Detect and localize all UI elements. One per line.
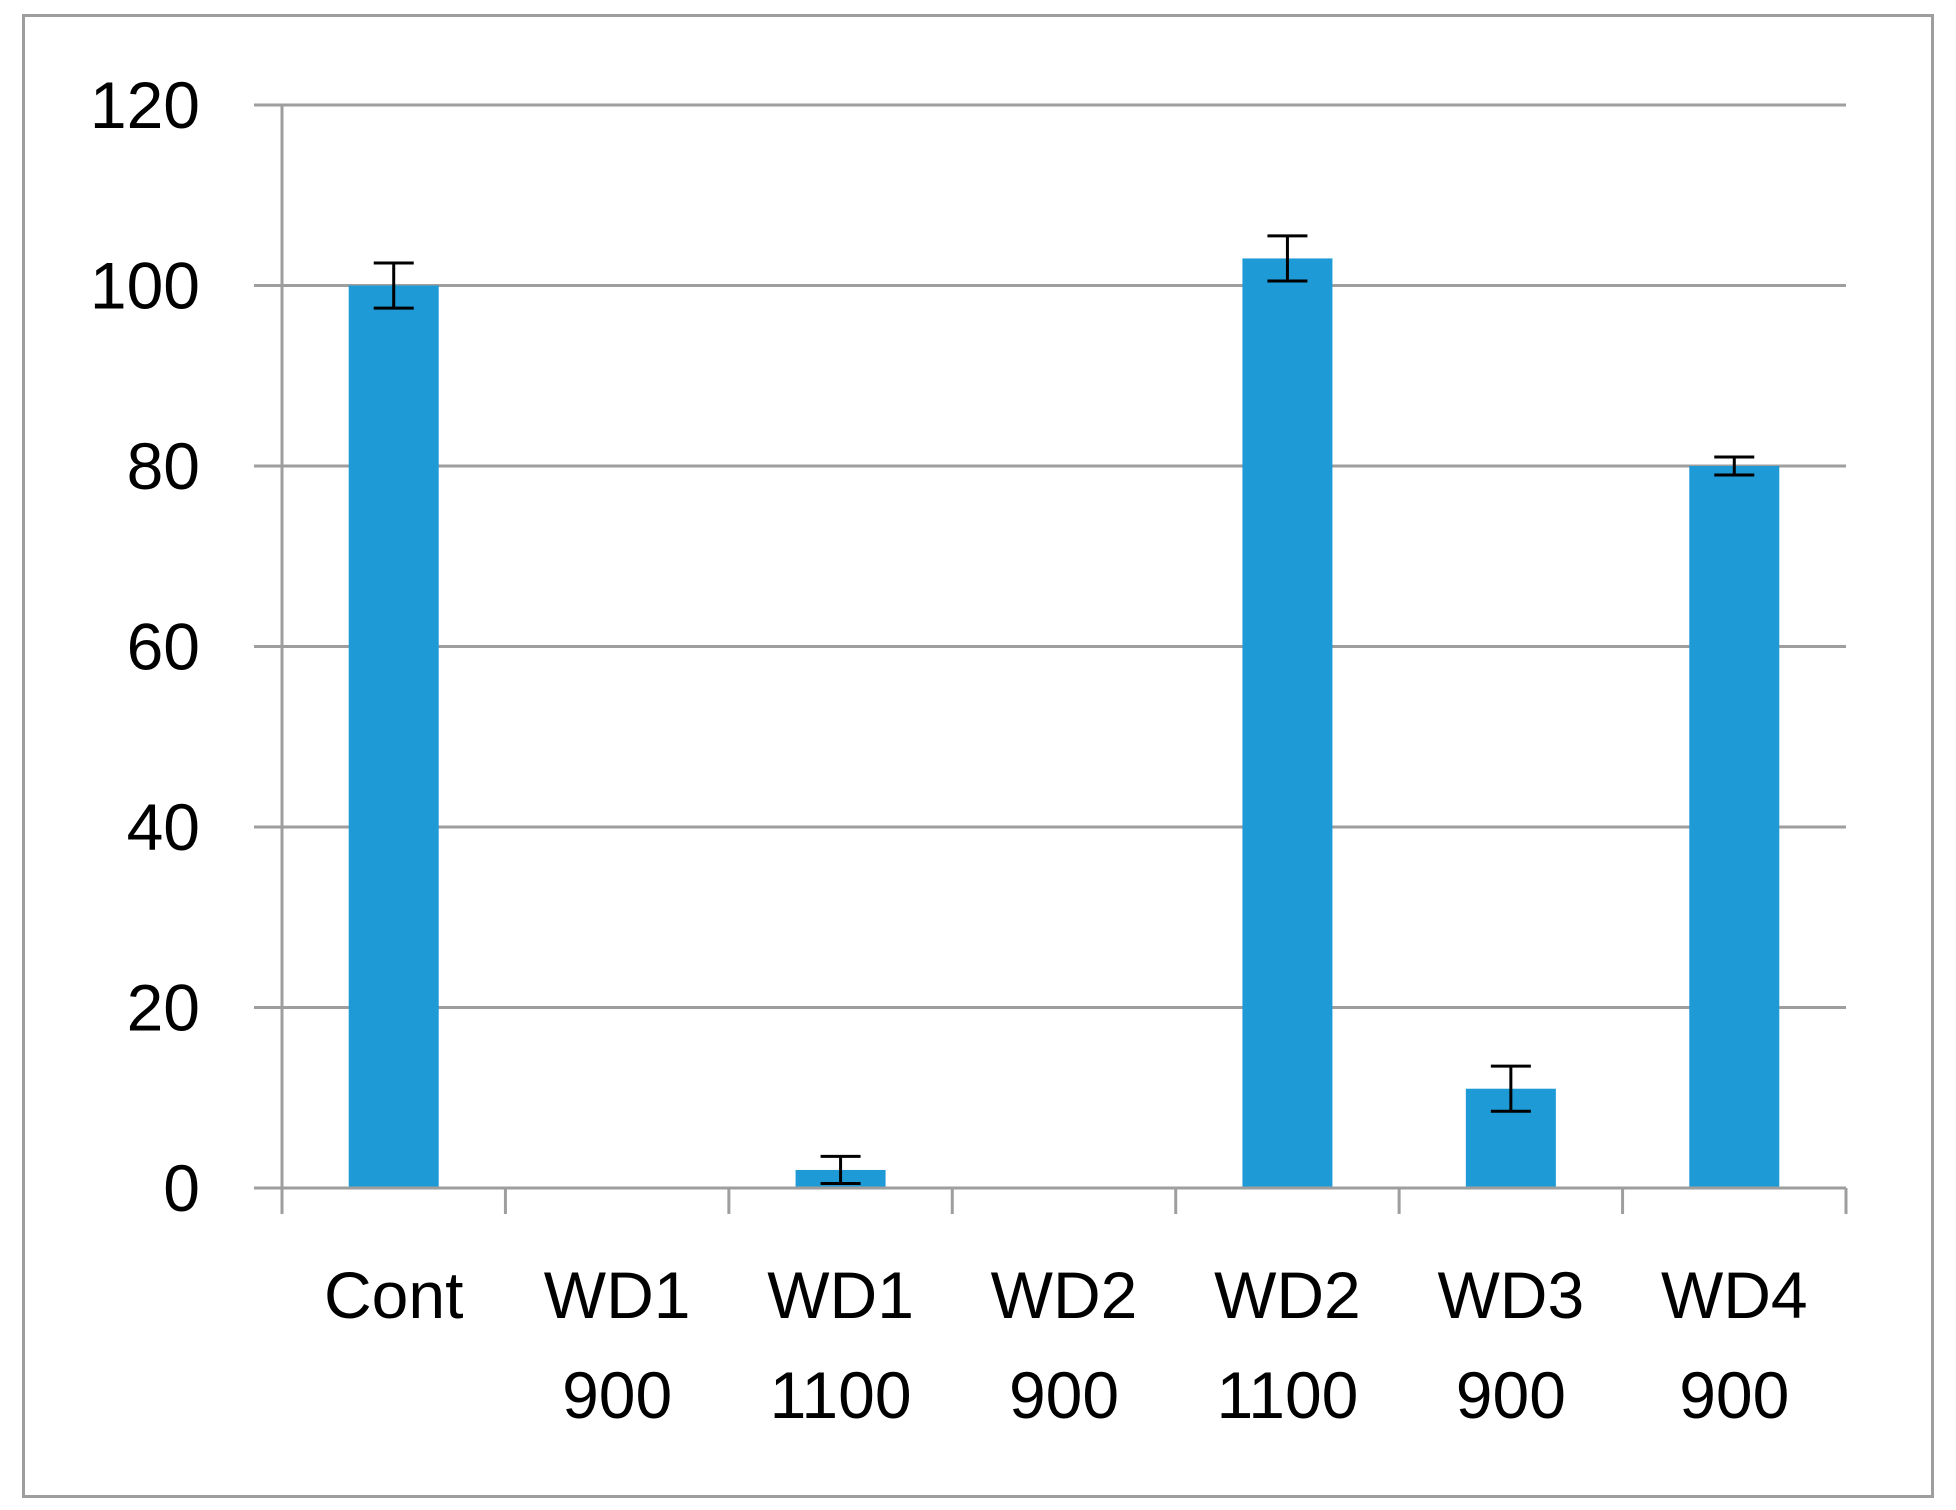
x-tick-label: 900 [1456,1358,1566,1432]
y-tick-label: 100 [90,249,200,323]
x-tick-label: Cont [324,1258,463,1332]
x-tick-label: WD2 [1214,1258,1361,1332]
chart-frame [22,14,1934,1498]
x-tick-label: WD1 [544,1258,691,1332]
x-tick-label: WD3 [1438,1258,1585,1332]
y-tick-label: 40 [127,790,200,864]
y-tick-label: 120 [90,68,200,142]
x-tick-label: 1100 [1216,1358,1358,1432]
x-tick-label: 900 [1009,1358,1119,1432]
x-tick-label: WD4 [1661,1258,1808,1332]
x-tick-label: 1100 [770,1358,912,1432]
bar [1242,258,1333,1188]
x-tick-label: 900 [562,1358,672,1432]
y-tick-label: 60 [127,610,200,684]
bar [1689,466,1780,1188]
bar [348,285,439,1188]
y-tick-label: 80 [127,429,200,503]
y-tick-label: 20 [127,971,200,1045]
x-tick-label: 900 [1679,1358,1789,1432]
x-tick-label: WD1 [767,1258,914,1332]
y-tick-label: 0 [163,1151,200,1225]
x-tick-label: WD2 [991,1258,1138,1332]
